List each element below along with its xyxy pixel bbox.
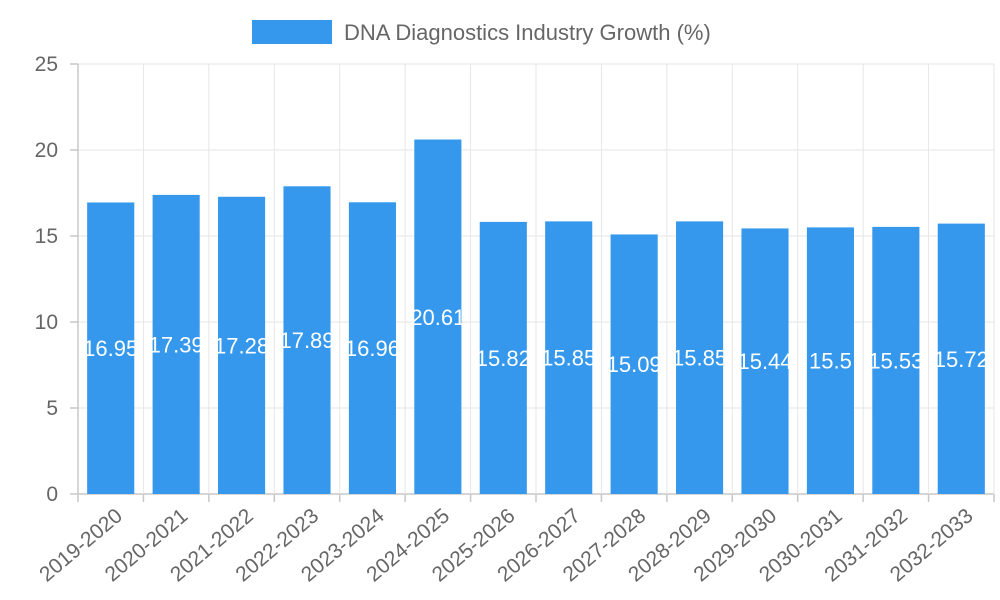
bar[interactable]: [676, 221, 724, 494]
bar[interactable]: [283, 186, 331, 495]
legend-label: DNA Diagnostics Industry Growth (%): [344, 20, 711, 45]
data-label: 17.39: [149, 332, 204, 357]
bar[interactable]: [937, 223, 985, 494]
legend[interactable]: DNA Diagnostics Industry Growth (%): [252, 20, 711, 45]
data-label: 20.61: [410, 305, 465, 330]
bars: [87, 139, 985, 495]
y-tick-label: 10: [35, 311, 58, 334]
bar[interactable]: [610, 234, 658, 494]
bar[interactable]: [479, 221, 527, 494]
data-label: 15.72: [934, 347, 989, 372]
data-label: 17.89: [279, 328, 334, 353]
data-label: 15.44: [737, 349, 792, 374]
data-label: 15.09: [607, 352, 662, 377]
data-label: 16.95: [83, 336, 138, 361]
y-tick-label: 25: [35, 53, 58, 76]
data-label: 15.82: [476, 346, 531, 371]
data-labels: 16.95 17.39 17.28 17.89 16.96 20.61 15.82 15.85…: [83, 305, 989, 377]
data-label: 15.85: [541, 346, 596, 371]
y-tick-label: 5: [46, 397, 58, 420]
bar[interactable]: [741, 228, 789, 494]
data-label: 15.85: [672, 346, 727, 371]
bar[interactable]: [545, 221, 593, 494]
y-tick-label: 20: [35, 139, 58, 162]
y-tick-label: 15: [35, 225, 58, 248]
bar[interactable]: [806, 227, 854, 494]
data-label: 16.96: [345, 336, 400, 361]
legend-swatch: [252, 20, 332, 44]
bar[interactable]: [218, 196, 266, 494]
data-label: 17.28: [214, 333, 269, 358]
bar[interactable]: [872, 226, 920, 494]
bar[interactable]: [414, 139, 462, 494]
bar[interactable]: [152, 194, 200, 494]
y-tick-label: 0: [46, 483, 58, 506]
bar[interactable]: [87, 202, 135, 494]
grid-lines: [77, 63, 995, 495]
data-label: 15.53: [868, 348, 923, 373]
data-label: 15.5: [809, 349, 852, 374]
bar[interactable]: [348, 202, 396, 494]
